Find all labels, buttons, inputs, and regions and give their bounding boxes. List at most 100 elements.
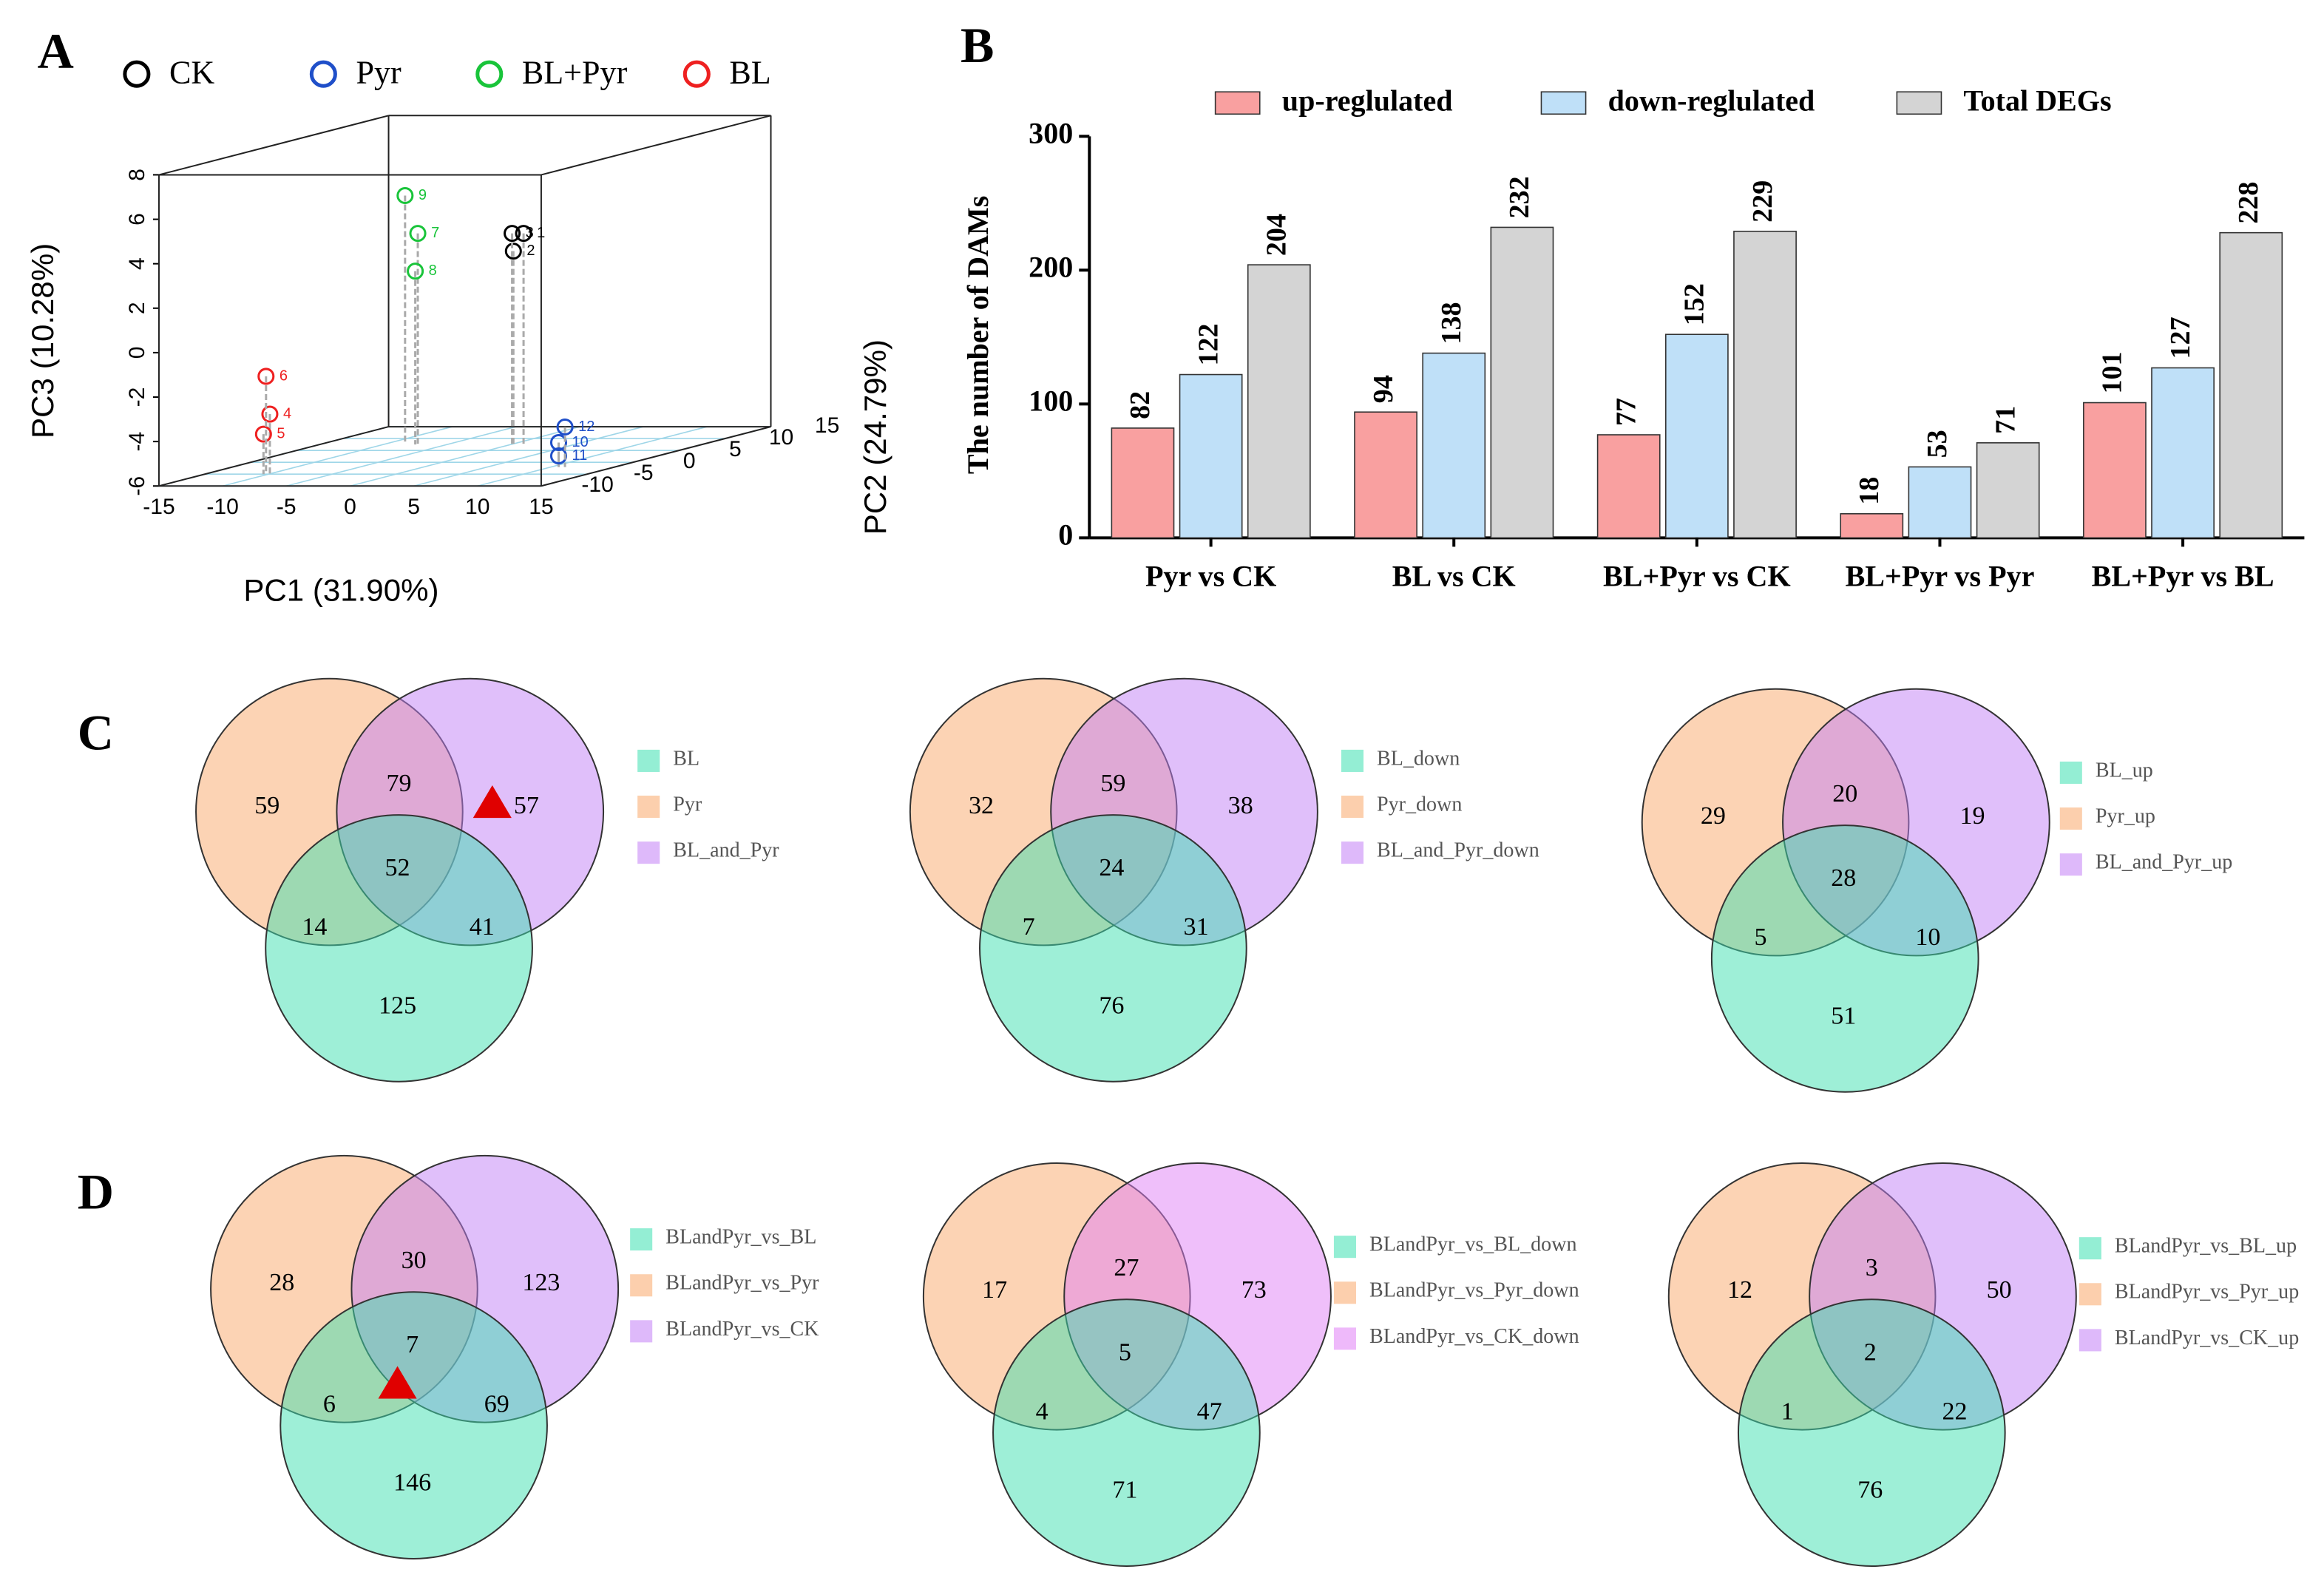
point [549,434,568,452]
legend-swatch [630,1320,653,1343]
bar [1664,333,1729,539]
y-tick-label: 200 [1029,251,1073,284]
venn-count: 29 [1701,802,1726,830]
legend-label: Pyr [673,793,702,816]
legend-swatch [2079,1283,2101,1306]
venn-count: 1 [1781,1398,1794,1425]
z-tick-label: -2 [125,387,149,407]
legend-label: down-reglulated [1608,84,1815,117]
bar [2083,402,2147,539]
legend-marker [123,60,151,88]
x-tick-label: BL+Pyr vs BL [2092,560,2274,593]
bar [1908,466,1972,539]
venn-count: 30 [402,1247,427,1274]
bar [2219,231,2283,539]
point [407,262,424,280]
point [261,405,279,423]
legend-label: BL_and_Pyr [673,839,779,862]
venn-set [979,814,1247,1083]
legend-label: BLandPyr_vs_Pyr_down [1369,1279,1579,1302]
bar [1733,231,1797,539]
legend-marker [475,60,504,88]
venn-count: 28 [269,1269,294,1296]
legend-swatch [2059,807,2082,830]
value-label: 18 [1854,477,1885,505]
panel-label: B [961,17,994,73]
point [504,225,521,243]
venn-count: 6 [323,1390,336,1418]
legend-label: BL_down [1377,747,1460,770]
z-tick-label: 0 [125,347,149,359]
z-tick-label: 6 [125,213,149,226]
bar [1976,442,2040,539]
venn-count: 3 [1866,1254,1878,1281]
venn-set [1737,1298,2006,1567]
z-tick-label: 8 [125,169,149,181]
venn-count: 7 [1023,913,1035,941]
y-tick-label: -5 [634,461,654,485]
venn-count: 59 [1100,770,1125,797]
venn-count: 5 [1755,924,1767,951]
point-label: 5 [277,425,285,441]
legend-label: BL_and_Pyr_up [2096,851,2232,874]
legend-label: BLandPyr_vs_BL [665,1226,816,1249]
point [409,225,427,243]
venn-count: 57 [514,792,539,819]
legend-label: BLandPyr_vs_BL_up [2115,1235,2297,1258]
legend-label: CK [169,54,214,90]
venn-count: 125 [379,992,416,1019]
venn-count: 19 [1960,802,1985,830]
x-tick-label: 10 [465,495,489,519]
point-label: 2 [526,243,535,259]
y-tick-label: 10 [769,425,793,450]
point [257,368,275,385]
value-label: 82 [1125,391,1156,419]
legend-label: BL+Pyr [522,54,628,90]
x-tick-label: -15 [143,495,175,519]
y-tick-label: 5 [729,437,742,461]
value-label: 232 [1504,176,1535,218]
legend-label: BLandPyr_vs_CK [665,1318,819,1341]
z-tick-label: 2 [125,302,149,314]
value-label: 53 [1922,430,1953,458]
bar [1596,434,1661,539]
legend-swatch [2059,853,2082,876]
venn-count: 50 [1987,1276,2012,1304]
panel-label: C [78,705,114,761]
point-label: 6 [280,368,288,384]
y-tick-label: -10 [581,472,613,497]
venn-count: 123 [522,1269,560,1296]
x-tick-label: 15 [529,495,553,519]
box-edge [158,115,389,176]
venn-count: 76 [1857,1477,1883,1504]
bar [1179,373,1243,539]
legend-label: BLandPyr_vs_CK_up [2115,1327,2299,1349]
value-label: 122 [1193,323,1224,365]
venn-count: 22 [1942,1398,1967,1425]
y-tick-label: 15 [815,413,839,438]
grid-line [222,426,453,487]
y-tick-label: 0 [683,449,696,473]
legend-swatch [637,749,660,772]
legend-swatch [1341,841,1364,864]
box-edge [541,426,771,487]
venn-count: 2 [1864,1338,1877,1366]
point-label: 11 [572,447,588,464]
point-label: 9 [419,187,427,203]
legend-marker [309,60,337,88]
x-tick-label: BL vs CK [1392,560,1516,593]
venn-count: 14 [302,913,327,941]
legend-label: up-reglulated [1282,84,1453,117]
legend-label: Pyr_down [1377,793,1462,816]
point-label: 10 [572,434,589,450]
grid-line [286,426,517,487]
x-tick-label: -10 [206,495,238,519]
venn-set [280,1291,548,1559]
venn-count: 27 [1114,1254,1139,1281]
venn-count: 5 [1119,1338,1131,1366]
venn-count: 73 [1241,1276,1267,1304]
point-label: 12 [578,419,594,435]
x-tick-label: Pyr vs CK [1145,560,1276,593]
y-tick-label: 100 [1029,385,1073,418]
legend-swatch [2059,761,2082,784]
